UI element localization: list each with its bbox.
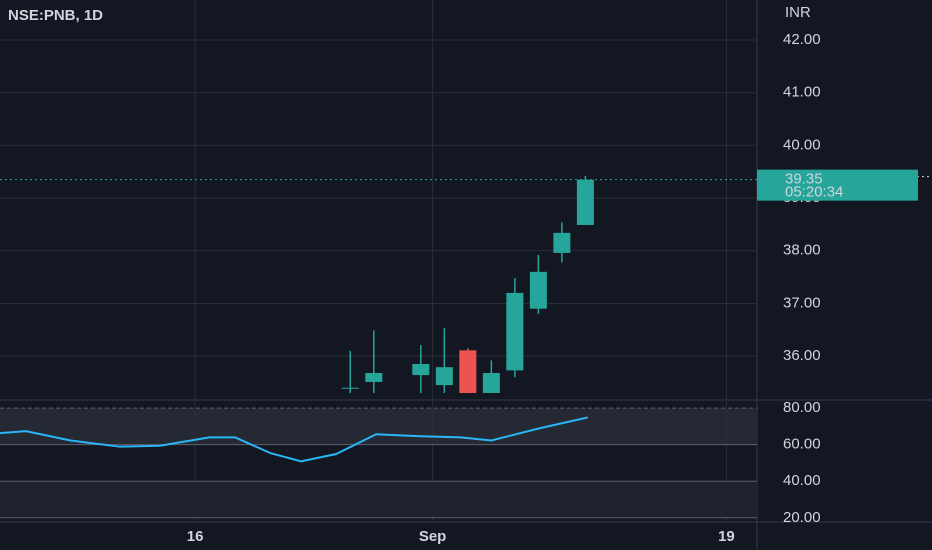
price-tick-label: 37.00	[783, 294, 821, 311]
candle-body	[576, 179, 594, 225]
price-tick-label: 40.00	[783, 136, 821, 153]
indicator-tick-label: 80.00	[783, 399, 821, 416]
candle-body	[459, 350, 477, 393]
candle-body	[412, 364, 430, 376]
time-tick-label: 19	[718, 528, 735, 545]
bar-countdown: 05:20:34	[785, 184, 843, 201]
candle-body	[435, 367, 453, 386]
rsi-band	[0, 481, 757, 518]
price-tick-label: 38.00	[783, 242, 821, 259]
rsi-line	[0, 416, 588, 463]
candle-body	[553, 232, 571, 253]
rsi-band	[0, 408, 757, 445]
time-tick-label: 16	[187, 528, 204, 545]
candle-body	[341, 387, 359, 389]
candle-body	[365, 372, 383, 382]
indicator-tick-label: 20.00	[783, 509, 821, 526]
last-price-label: 39.35	[785, 171, 823, 188]
price-tick-label: 36.00	[783, 347, 821, 364]
time-tick-label: Sep	[419, 528, 447, 545]
last-price-badge	[757, 169, 918, 201]
price-tick-label: 41.00	[783, 84, 821, 101]
candle-body	[529, 271, 547, 309]
indicator-tick-label: 40.00	[783, 472, 821, 489]
candle-body	[506, 292, 524, 371]
candle-body	[482, 372, 500, 393]
price-tick-label: 42.00	[783, 31, 821, 48]
currency: INR	[785, 4, 811, 21]
symbol-title: NSE:PNB, 1D	[8, 7, 103, 24]
indicator-tick-label: 60.00	[783, 436, 821, 453]
